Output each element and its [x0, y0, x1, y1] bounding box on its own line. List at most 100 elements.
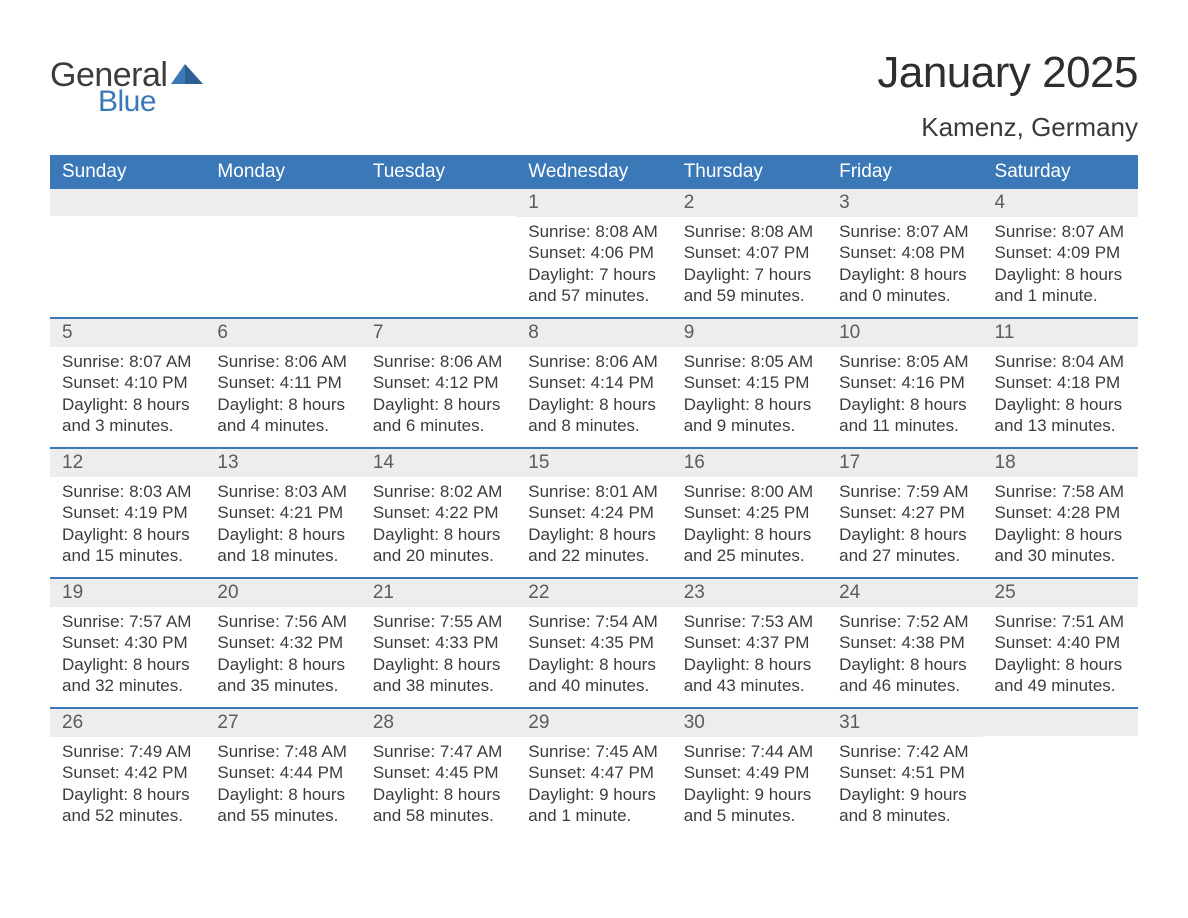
daylight-text: Daylight: 8 hours and 38 minutes.: [373, 654, 506, 697]
sunrise-text: Sunrise: 8:07 AM: [995, 221, 1128, 242]
day-number: [205, 189, 360, 216]
day-content: Sunrise: 7:51 AMSunset: 4:40 PMDaylight:…: [983, 607, 1138, 702]
day-cell: 2Sunrise: 8:08 AMSunset: 4:07 PMDaylight…: [672, 189, 827, 317]
day-cell: 7Sunrise: 8:06 AMSunset: 4:12 PMDaylight…: [361, 319, 516, 447]
title-block: January 2025 Kamenz, Germany: [877, 48, 1138, 143]
day-cell: 17Sunrise: 7:59 AMSunset: 4:27 PMDayligh…: [827, 449, 982, 577]
daylight-text: Daylight: 9 hours and 8 minutes.: [839, 784, 972, 827]
daylight-text: Daylight: 8 hours and 0 minutes.: [839, 264, 972, 307]
day-cell: 1Sunrise: 8:08 AMSunset: 4:06 PMDaylight…: [516, 189, 671, 317]
daylight-text: Daylight: 9 hours and 1 minute.: [528, 784, 661, 827]
sunrise-text: Sunrise: 8:00 AM: [684, 481, 817, 502]
day-number: 28: [361, 709, 516, 737]
daylight-text: Daylight: 9 hours and 5 minutes.: [684, 784, 817, 827]
sunrise-text: Sunrise: 7:58 AM: [995, 481, 1128, 502]
daylight-text: Daylight: 8 hours and 40 minutes.: [528, 654, 661, 697]
day-cell: 5Sunrise: 8:07 AMSunset: 4:10 PMDaylight…: [50, 319, 205, 447]
day-number: 30: [672, 709, 827, 737]
day-header-wednesday: Wednesday: [516, 155, 671, 189]
sunrise-text: Sunrise: 8:03 AM: [62, 481, 195, 502]
sunrise-text: Sunrise: 7:54 AM: [528, 611, 661, 632]
daylight-text: Daylight: 8 hours and 11 minutes.: [839, 394, 972, 437]
day-number: 24: [827, 579, 982, 607]
sunset-text: Sunset: 4:14 PM: [528, 372, 661, 393]
sunset-text: Sunset: 4:18 PM: [995, 372, 1128, 393]
day-header-friday: Friday: [827, 155, 982, 189]
daylight-text: Daylight: 8 hours and 9 minutes.: [684, 394, 817, 437]
day-content: Sunrise: 7:44 AMSunset: 4:49 PMDaylight:…: [672, 737, 827, 832]
day-number: 27: [205, 709, 360, 737]
day-cell: 8Sunrise: 8:06 AMSunset: 4:14 PMDaylight…: [516, 319, 671, 447]
day-number: 6: [205, 319, 360, 347]
sunrise-text: Sunrise: 8:05 AM: [684, 351, 817, 372]
day-cell: 29Sunrise: 7:45 AMSunset: 4:47 PMDayligh…: [516, 709, 671, 837]
sunset-text: Sunset: 4:38 PM: [839, 632, 972, 653]
sunrise-text: Sunrise: 8:07 AM: [839, 221, 972, 242]
sunrise-text: Sunrise: 7:59 AM: [839, 481, 972, 502]
daylight-text: Daylight: 8 hours and 13 minutes.: [995, 394, 1128, 437]
week-row: 19Sunrise: 7:57 AMSunset: 4:30 PMDayligh…: [50, 577, 1138, 707]
sunset-text: Sunset: 4:24 PM: [528, 502, 661, 523]
day-number: 21: [361, 579, 516, 607]
day-number: 1: [516, 189, 671, 217]
sunrise-text: Sunrise: 7:44 AM: [684, 741, 817, 762]
daylight-text: Daylight: 8 hours and 1 minute.: [995, 264, 1128, 307]
day-cell: 22Sunrise: 7:54 AMSunset: 4:35 PMDayligh…: [516, 579, 671, 707]
calendar: Sunday Monday Tuesday Wednesday Thursday…: [50, 155, 1138, 837]
daylight-text: Daylight: 8 hours and 18 minutes.: [217, 524, 350, 567]
day-cell: 15Sunrise: 8:01 AMSunset: 4:24 PMDayligh…: [516, 449, 671, 577]
day-content: Sunrise: 8:05 AMSunset: 4:15 PMDaylight:…: [672, 347, 827, 442]
day-number: 9: [672, 319, 827, 347]
day-number: 25: [983, 579, 1138, 607]
sunset-text: Sunset: 4:21 PM: [217, 502, 350, 523]
day-number: [983, 709, 1138, 736]
day-number: 3: [827, 189, 982, 217]
sunset-text: Sunset: 4:06 PM: [528, 242, 661, 263]
sunset-text: Sunset: 4:49 PM: [684, 762, 817, 783]
day-content: Sunrise: 8:07 AMSunset: 4:10 PMDaylight:…: [50, 347, 205, 442]
daylight-text: Daylight: 8 hours and 55 minutes.: [217, 784, 350, 827]
day-number: 10: [827, 319, 982, 347]
sunset-text: Sunset: 4:25 PM: [684, 502, 817, 523]
daylight-text: Daylight: 8 hours and 27 minutes.: [839, 524, 972, 567]
sunrise-text: Sunrise: 7:47 AM: [373, 741, 506, 762]
day-content: Sunrise: 7:59 AMSunset: 4:27 PMDaylight:…: [827, 477, 982, 572]
day-content: Sunrise: 7:57 AMSunset: 4:30 PMDaylight:…: [50, 607, 205, 702]
sunrise-text: Sunrise: 8:03 AM: [217, 481, 350, 502]
sunrise-text: Sunrise: 8:06 AM: [373, 351, 506, 372]
day-header-thursday: Thursday: [672, 155, 827, 189]
day-content: Sunrise: 8:07 AMSunset: 4:08 PMDaylight:…: [827, 217, 982, 312]
day-number: 23: [672, 579, 827, 607]
day-content: Sunrise: 7:58 AMSunset: 4:28 PMDaylight:…: [983, 477, 1138, 572]
daylight-text: Daylight: 8 hours and 8 minutes.: [528, 394, 661, 437]
day-content: Sunrise: 8:03 AMSunset: 4:21 PMDaylight:…: [205, 477, 360, 572]
day-number: 12: [50, 449, 205, 477]
sunset-text: Sunset: 4:40 PM: [995, 632, 1128, 653]
day-cell: 23Sunrise: 7:53 AMSunset: 4:37 PMDayligh…: [672, 579, 827, 707]
sunset-text: Sunset: 4:11 PM: [217, 372, 350, 393]
daylight-text: Daylight: 8 hours and 49 minutes.: [995, 654, 1128, 697]
day-content: Sunrise: 8:05 AMSunset: 4:16 PMDaylight:…: [827, 347, 982, 442]
day-header-sunday: Sunday: [50, 155, 205, 189]
sunrise-text: Sunrise: 7:57 AM: [62, 611, 195, 632]
sunrise-text: Sunrise: 7:53 AM: [684, 611, 817, 632]
day-number: [50, 189, 205, 216]
day-cell: [205, 189, 360, 317]
day-content: Sunrise: 7:56 AMSunset: 4:32 PMDaylight:…: [205, 607, 360, 702]
day-number: 15: [516, 449, 671, 477]
sunrise-text: Sunrise: 7:49 AM: [62, 741, 195, 762]
sunset-text: Sunset: 4:42 PM: [62, 762, 195, 783]
day-cell: [983, 709, 1138, 837]
day-content: Sunrise: 8:06 AMSunset: 4:14 PMDaylight:…: [516, 347, 671, 442]
daylight-text: Daylight: 8 hours and 4 minutes.: [217, 394, 350, 437]
day-content: Sunrise: 8:06 AMSunset: 4:12 PMDaylight:…: [361, 347, 516, 442]
day-number: 13: [205, 449, 360, 477]
day-content: Sunrise: 8:00 AMSunset: 4:25 PMDaylight:…: [672, 477, 827, 572]
day-header-tuesday: Tuesday: [361, 155, 516, 189]
sunrise-text: Sunrise: 8:07 AM: [62, 351, 195, 372]
day-number: 22: [516, 579, 671, 607]
day-content: Sunrise: 7:54 AMSunset: 4:35 PMDaylight:…: [516, 607, 671, 702]
sunset-text: Sunset: 4:35 PM: [528, 632, 661, 653]
day-number: 4: [983, 189, 1138, 217]
day-number: 11: [983, 319, 1138, 347]
